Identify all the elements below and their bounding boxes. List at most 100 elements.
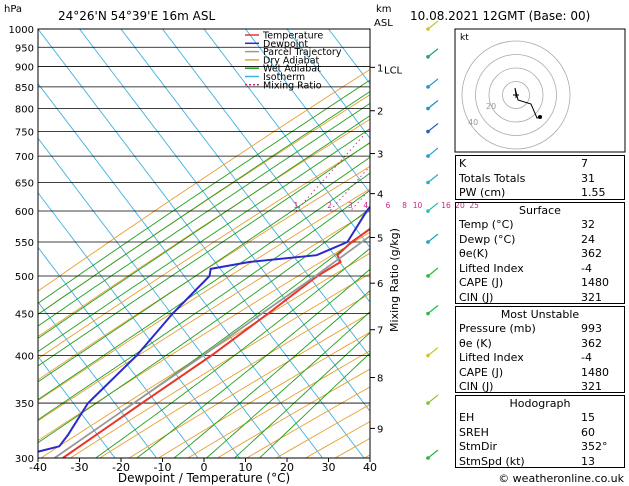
dry-adiabat-line	[38, 210, 370, 422]
mixing-ratio-tick-label: 6	[386, 201, 391, 210]
wind-barb	[427, 305, 439, 314]
most-unstable-row: CIN (J) 321	[459, 380, 602, 393]
dry-adiabat-line	[128, 312, 370, 458]
isotherm-line	[38, 246, 199, 458]
wet-adiabat-line	[234, 332, 370, 458]
isotherm-line	[38, 29, 365, 458]
km-tick-label: 4	[377, 190, 383, 201]
mixing-ratio-labels: 1 2 3 4 6 8 10 16 20 25	[294, 201, 480, 210]
km-tick-label: 6	[377, 279, 383, 290]
pressure-tick-label: 800	[15, 105, 34, 116]
x-tick-label: 30	[322, 461, 336, 474]
wet-adiabat-line	[95, 247, 370, 458]
most-unstable-row: Pressure (mb) 993	[459, 322, 602, 335]
surface-row: CAPE (J) 1480	[459, 276, 609, 289]
mixing-ratio-tick-label: 25	[469, 201, 479, 210]
datetime-title: 10.08.2021 12GMT (Base: 00)	[410, 9, 590, 23]
isotherm-line	[38, 301, 157, 458]
wet-adiabat-line	[53, 227, 370, 458]
wind-barb-dot	[426, 240, 430, 244]
hodograph-row: SREH 60	[459, 425, 595, 439]
dry-adiabat-line	[38, 231, 370, 442]
isotherm-line	[38, 192, 240, 458]
mixing-ratio-tick-label: 3	[348, 201, 353, 210]
dry-adiabat-line	[158, 331, 370, 458]
pressure-tick-label: 400	[15, 351, 34, 362]
mixing-ratio-tick-label: 8	[402, 201, 407, 210]
wind-barb-dot	[426, 85, 430, 89]
x-tick-label: 20	[280, 461, 294, 474]
dry-adiabat-line	[38, 68, 370, 292]
isotherm-line	[162, 29, 370, 303]
wind-barb	[427, 449, 439, 459]
wind-barb	[427, 233, 439, 243]
x-tick-label: 40	[363, 461, 377, 474]
km-tick-label: 7	[377, 326, 383, 337]
dry-adiabat-line	[38, 118, 370, 338]
mixing-ratio-line	[295, 127, 370, 212]
mixing-ratio-tick-label: 2	[327, 201, 332, 210]
km-axis: 1 2 3 4 5 6 7 8 9 LCL	[370, 63, 403, 435]
isotherm-line	[120, 29, 370, 358]
wind-barb-dot	[426, 456, 430, 460]
most-unstable-row: θe (K) 362	[459, 336, 602, 350]
wind-barb-dot	[426, 106, 430, 111]
profile-lines	[38, 205, 370, 458]
surface-row: Lifted Index -4	[459, 261, 592, 275]
mixing-ratio-tick-label: 16	[441, 201, 451, 210]
legend-entry: Temperature	[262, 31, 323, 42]
location-title: 24°26'N 54°39'E 16m ASL	[58, 9, 215, 23]
pressure-tick-label: 450	[15, 310, 34, 321]
hodograph-row: StmSpd (kt) 13	[459, 454, 595, 468]
hodograph-track	[514, 87, 541, 119]
wind-barb	[427, 20, 439, 30]
mixing-ratio-axis-title: Mixing Ratio (g/kg)	[388, 228, 401, 332]
x-tick-label: 10	[239, 461, 253, 474]
pressure-tick-label: 750	[15, 128, 34, 139]
most-unstable-row: CAPE (J) 1480	[459, 365, 609, 379]
asl-label: ASL	[374, 18, 393, 29]
wind-barb-dot	[426, 154, 430, 158]
legend-entry: Isotherm	[263, 72, 305, 83]
series-parcel-trajectory	[54, 234, 370, 458]
wet-adiabat-line	[206, 311, 370, 458]
legend-entry: Wet Adiabat	[263, 64, 321, 75]
surface-title: Surface	[519, 204, 561, 217]
wind-barb	[427, 48, 439, 58]
hodograph-kt-label: kt	[460, 33, 469, 43]
wind-barb-dot	[426, 311, 430, 316]
most-unstable-box	[455, 306, 625, 393]
wind-barb	[427, 394, 439, 404]
hodograph-storm-motion	[538, 115, 542, 119]
pressure-tick-label: 1000	[9, 25, 34, 36]
hodograph-ring-label: 40	[468, 118, 478, 127]
legend-entry: Parcel Trajectory	[263, 47, 342, 58]
wind-barb-dot	[426, 274, 430, 278]
wind-barb	[427, 202, 439, 212]
mixing-ratio-tick-label: 10	[413, 201, 423, 210]
wind-barb	[427, 78, 439, 88]
isotherm-line	[286, 29, 370, 139]
pressure-tick-label: 700	[15, 152, 34, 163]
indices-box	[455, 155, 625, 200]
km-tick-label: 9	[377, 424, 383, 435]
wind-barb-dot	[426, 209, 430, 213]
lcl-label: LCL	[384, 65, 403, 76]
wind-barb-dot	[426, 180, 430, 185]
mixing-ratio-tick-label: 1	[294, 201, 299, 210]
x-tick-label: -20	[112, 461, 130, 474]
isotherm-line	[38, 137, 282, 458]
wind-barbs	[426, 20, 439, 460]
pressure-tick-label: 850	[15, 83, 34, 94]
mixing-ratio-line	[329, 165, 370, 212]
isotherm-line	[245, 29, 370, 194]
x-axis-title: Dewpoint / Temperature (°C)	[118, 471, 290, 485]
most-unstable-table: Most Unstable Pressure (mb) 993 θe (K) 362…	[455, 307, 625, 395]
x-tick-label: -10	[154, 461, 172, 474]
x-tick-label: 0	[201, 461, 208, 474]
surface-box	[455, 202, 625, 304]
x-tick-label: -40	[29, 461, 47, 474]
km-tick-label: 1	[377, 63, 383, 74]
wind-barb	[427, 174, 439, 183]
